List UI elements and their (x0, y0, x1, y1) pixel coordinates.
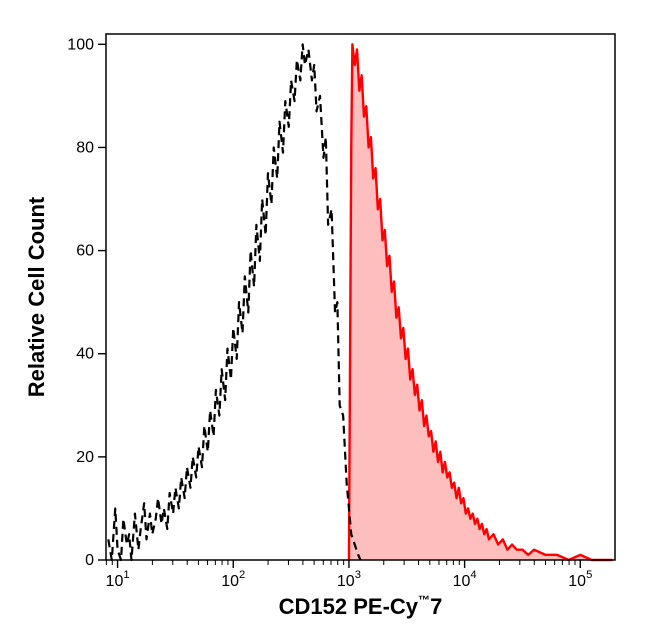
flow-cytometry-histogram: 020406080100Relative Cell Count101102103… (0, 0, 646, 641)
y-tick-label: 60 (76, 243, 94, 260)
y-tick-label: 0 (85, 552, 94, 569)
y-tick-label: 20 (76, 449, 94, 466)
x-axis-label: CD152 PE-Cy™7 (279, 593, 443, 619)
y-tick-label: 100 (67, 36, 94, 53)
chart-svg: 020406080100Relative Cell Count101102103… (0, 0, 646, 641)
y-tick-label: 80 (76, 139, 94, 156)
y-tick-label: 40 (76, 346, 94, 363)
y-axis-label: Relative Cell Count (24, 196, 49, 397)
